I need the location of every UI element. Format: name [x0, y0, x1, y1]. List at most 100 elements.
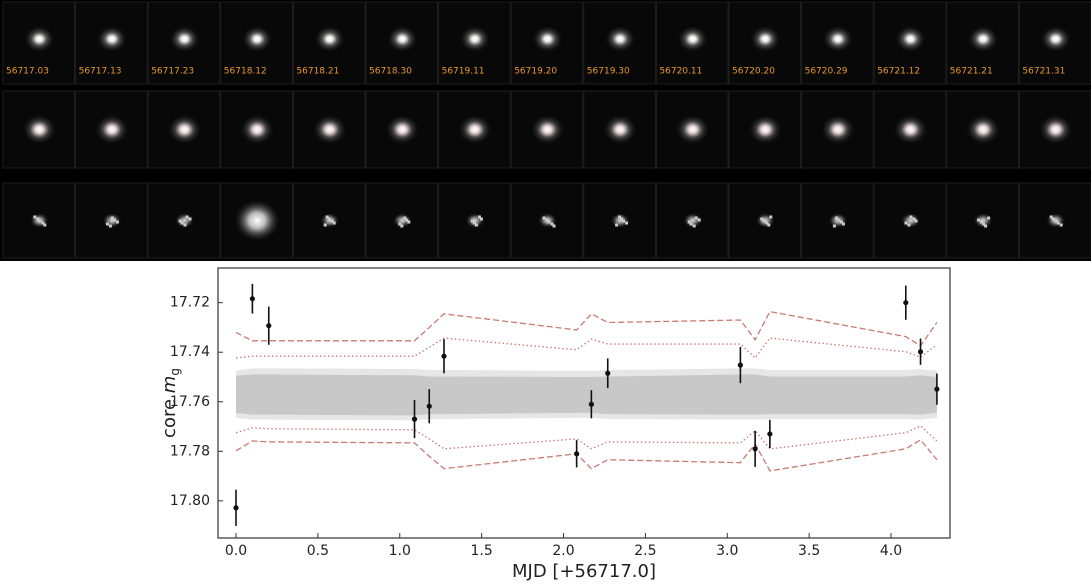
residual-pixel: [622, 219, 626, 223]
model-blob: [166, 113, 203, 146]
residual-pixel: [836, 218, 840, 222]
image-label: 56720.11: [659, 67, 702, 77]
residual-pixel: [977, 218, 981, 222]
data-point: [903, 300, 909, 306]
model-blob: [892, 113, 929, 146]
model-blob: [602, 113, 639, 146]
image-label: 56718.30: [369, 67, 412, 77]
data-point: [752, 446, 758, 452]
x-tick-label: 2.5: [634, 543, 656, 559]
residual-pixel: [912, 217, 916, 221]
residual-pixel: [183, 223, 187, 227]
residual-pixel: [323, 223, 327, 227]
residual-pixel: [762, 219, 766, 223]
image-label: 56719.11: [442, 67, 485, 77]
residual-pixel: [1059, 223, 1063, 227]
model-blob: [311, 113, 348, 146]
model-blob: [529, 113, 566, 146]
x-tick-label: 0.5: [307, 543, 329, 559]
model-blob: [239, 113, 276, 146]
data-point: [767, 431, 773, 437]
data-point: [441, 353, 447, 359]
residual-pixel: [332, 221, 336, 225]
residual-pixel: [188, 217, 192, 221]
residual-pixel: [769, 215, 773, 219]
residual-pixel: [405, 218, 409, 222]
image-label: 56719.30: [587, 67, 630, 77]
residual-pixel: [694, 216, 698, 220]
image-label: 56717.03: [6, 67, 49, 77]
residual-pixel: [477, 215, 481, 219]
image-label: 56718.21: [296, 67, 339, 77]
band: [236, 374, 937, 416]
residual-pixel: [980, 220, 984, 224]
data-point: [266, 323, 272, 329]
residual-pixel: [542, 216, 546, 220]
residual-pixel: [1056, 221, 1060, 225]
residual-pixel: [403, 216, 407, 220]
image-label: 56720.20: [732, 67, 775, 77]
image-label: 56718.12: [224, 67, 267, 77]
residual-pixel: [552, 224, 556, 228]
image-label: 56721.21: [950, 67, 993, 77]
residual-pixel: [38, 219, 42, 223]
y-tick-label: 17.78: [170, 443, 210, 459]
residual-pixel: [907, 223, 911, 227]
model-blob: [1037, 113, 1074, 146]
residual-pixel: [474, 223, 478, 227]
residual-pixel: [692, 224, 696, 228]
residual-pixel: [687, 220, 691, 224]
residual-pixel: [760, 217, 764, 221]
residual-pixel: [618, 215, 622, 219]
limit-line: [235, 337, 938, 359]
source-blob: [168, 25, 201, 53]
data-point: [574, 451, 580, 457]
source-blob: [95, 25, 128, 53]
source-blob: [604, 25, 637, 53]
limit-line: [235, 310, 938, 347]
residual-pixel: [185, 215, 189, 219]
model-blob: [965, 113, 1002, 146]
y-axis-label: core mg: [159, 368, 182, 438]
residual-pixel: [398, 222, 402, 226]
image-label: 56721.12: [877, 67, 920, 77]
data-point: [605, 370, 611, 376]
source-blob: [749, 25, 782, 53]
data-point: [233, 505, 239, 511]
residual-pixel: [36, 217, 40, 221]
x-tick-label: 2.0: [552, 543, 574, 559]
source-blob: [386, 25, 419, 53]
residual-pixel: [33, 215, 37, 219]
y-label-subscript: g: [168, 368, 182, 376]
model-blob: [674, 113, 711, 146]
y-tick-label: 17.80: [170, 493, 210, 509]
residual-pixel: [180, 221, 184, 225]
residual-pixel: [327, 217, 331, 221]
residual-pixel: [105, 222, 109, 226]
source-blob: [241, 25, 274, 53]
limit-line: [235, 439, 938, 472]
x-axis-label: MJD [+56717.0]: [512, 561, 656, 582]
residual-pixel: [987, 216, 991, 220]
residual-pixel: [620, 217, 624, 221]
source-blob: [676, 25, 709, 53]
residual-pixel: [325, 215, 329, 219]
residual-pixel: [909, 215, 913, 219]
residual-pixel: [841, 222, 845, 226]
image-label: 56717.13: [79, 67, 122, 77]
residual-pixel: [982, 222, 986, 226]
model-blob: [747, 113, 784, 146]
residual-pixel: [1054, 219, 1058, 223]
residual-blob: [392, 212, 413, 229]
residual-pixel: [470, 219, 474, 223]
model-blob: [456, 113, 493, 146]
x-tick-label: 0.0: [225, 543, 247, 559]
residual-pixel: [904, 221, 908, 225]
plot: 0.0 0.5 1.0 1.5 2.0 2.5 3.0 3.5 4.0 17.72 17.74 17.…: [170, 283, 940, 559]
image-label: 56721.31: [1022, 67, 1065, 77]
data-point: [917, 349, 924, 355]
data-point: [249, 296, 255, 302]
model-blob: [93, 113, 130, 146]
residual-pixel: [115, 220, 119, 224]
residual-pixel: [330, 219, 334, 223]
